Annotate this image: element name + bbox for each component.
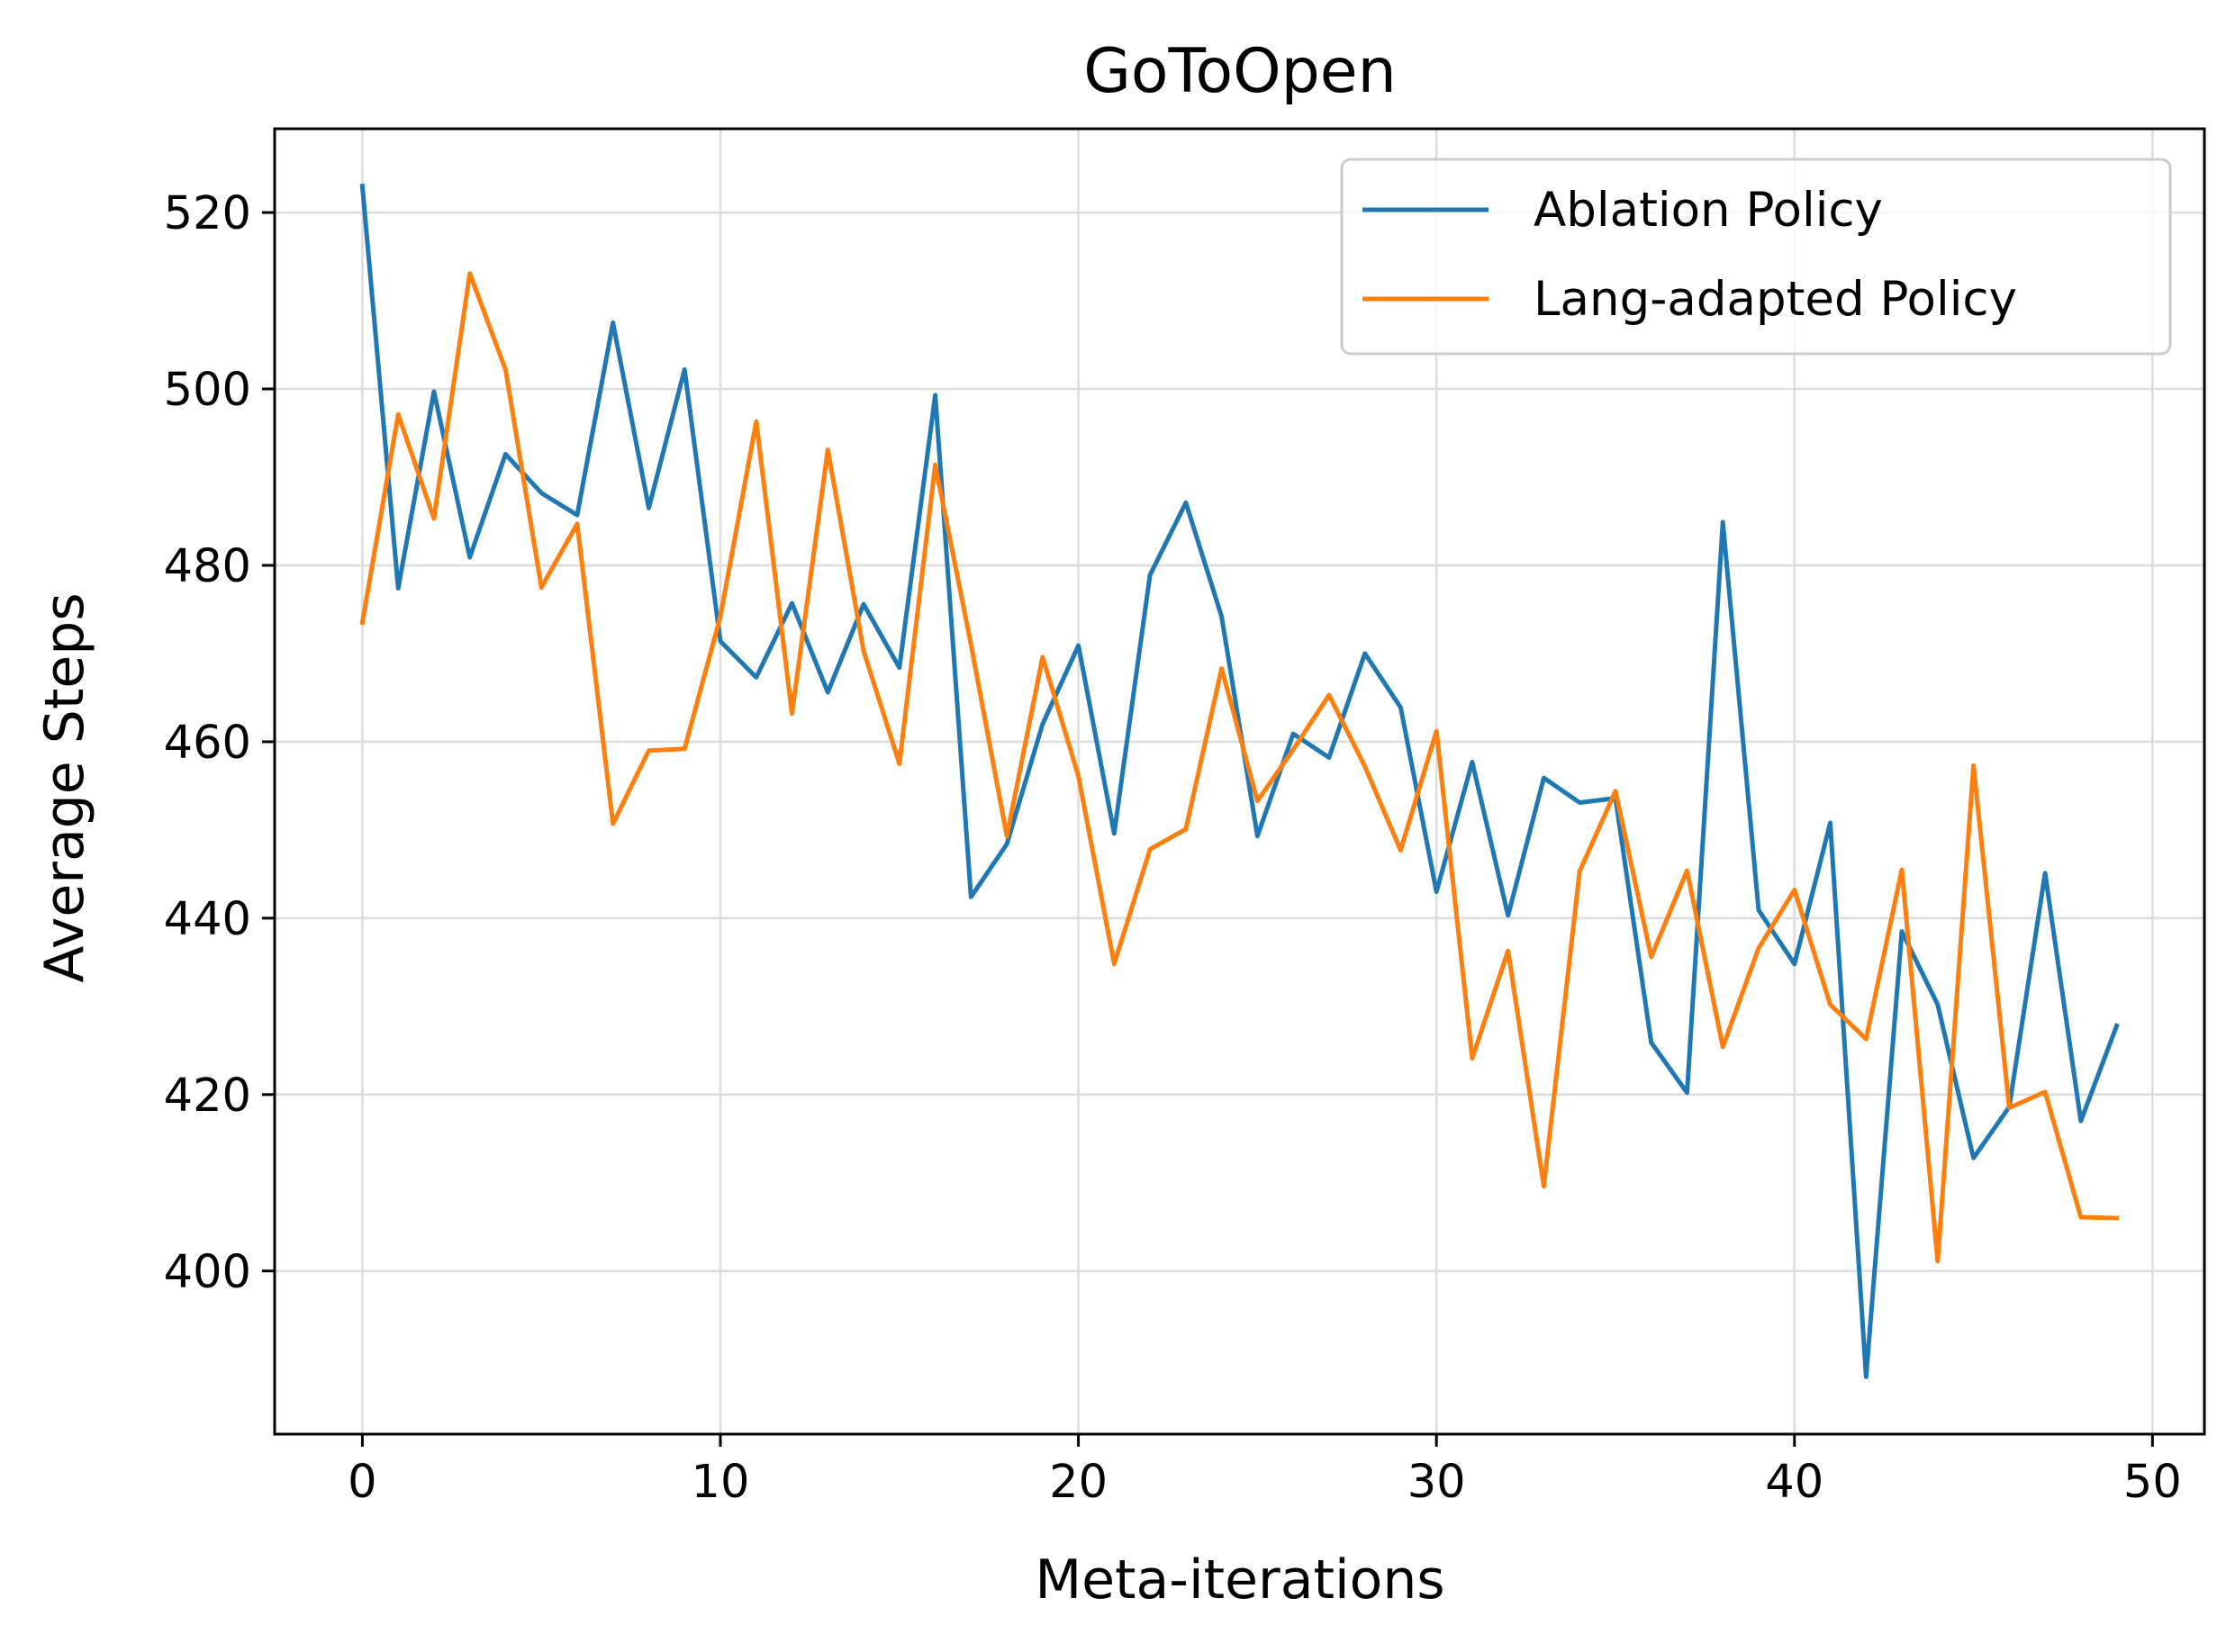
y-tick-label: 520 [164, 187, 251, 240]
x-tick-label: 10 [692, 1456, 750, 1509]
x-tick-label: 50 [2123, 1456, 2182, 1509]
x-tick-label: 40 [1765, 1456, 1823, 1509]
plot-area-frame [273, 127, 2206, 1436]
axis-ticks: 0 10 20 30 40 50 400 420 440 460 480 500 520 [164, 187, 2182, 1509]
series-lines [359, 183, 2120, 1379]
legend-label-ablation-policy: Ablation Policy [1534, 183, 1883, 238]
chart-title: GoToOpen [1083, 36, 1397, 107]
legend: Ablation Policy Lang-adapted Policy [1340, 158, 2172, 356]
y-tick-label: 400 [164, 1246, 251, 1299]
legend-label-lang-adapted-policy: Lang-adapted Policy [1534, 272, 2017, 327]
series-line-lang-adapted-policy [359, 271, 2120, 1264]
y-axis-label: Average Steps [33, 592, 96, 982]
x-axis-label: Meta-iterations [1035, 1548, 1444, 1611]
y-tick-label: 480 [164, 540, 251, 593]
x-tick-label: 0 [348, 1456, 376, 1509]
y-tick-label: 460 [164, 717, 251, 770]
y-tick-label: 500 [164, 364, 251, 417]
x-tick-label: 30 [1407, 1456, 1466, 1509]
legend-box [1340, 158, 2172, 356]
x-tick-label: 20 [1049, 1456, 1108, 1509]
y-tick-label: 440 [164, 893, 251, 946]
y-tick-label: 420 [164, 1070, 251, 1123]
